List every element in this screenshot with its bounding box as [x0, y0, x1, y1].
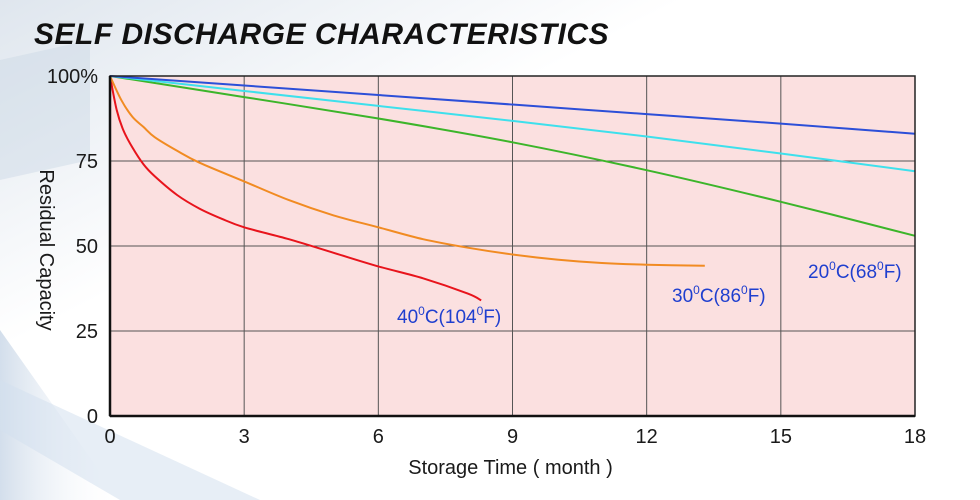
y-axis-label: Residual Capacity	[35, 169, 57, 330]
y-tick-label: 25	[76, 321, 98, 343]
y-tick-label: 100%	[47, 66, 98, 88]
series-line-3	[109, 75, 916, 173]
series-line-2	[109, 75, 916, 237]
tick-labels: 0 3 6 9 12 15 18 0 25 50 75 100%	[47, 66, 926, 448]
series-label-2: 200C(680F)	[808, 259, 902, 283]
series-label-0: 400C(1040F)	[397, 304, 501, 328]
x-tick-label: 12	[636, 426, 658, 448]
x-tick-label: 6	[373, 426, 384, 448]
series-line-4	[109, 75, 916, 135]
y-tick-label: 0	[87, 406, 98, 428]
x-tick-label: 0	[104, 426, 115, 448]
grid-lines	[110, 76, 915, 416]
series-label-1: 300C(860F)	[672, 283, 766, 307]
axes	[108, 75, 916, 418]
y-tick-label: 50	[76, 236, 98, 258]
series-line-1	[109, 75, 705, 267]
series-line-0	[109, 75, 482, 302]
x-tick-label: 9	[507, 426, 518, 448]
series-layer	[109, 75, 916, 302]
x-tick-label: 3	[239, 426, 250, 448]
series-labels: 400C(1040F) 300C(860F) 200C(680F)	[397, 259, 902, 328]
x-tick-label: 15	[770, 426, 792, 448]
chart-title: SELF DISCHARGE CHARACTERISTICS	[34, 18, 610, 51]
y-tick-label: 75	[76, 151, 98, 173]
x-axis-label: Storage Time ( month )	[408, 457, 613, 479]
x-tick-label: 18	[904, 426, 926, 448]
